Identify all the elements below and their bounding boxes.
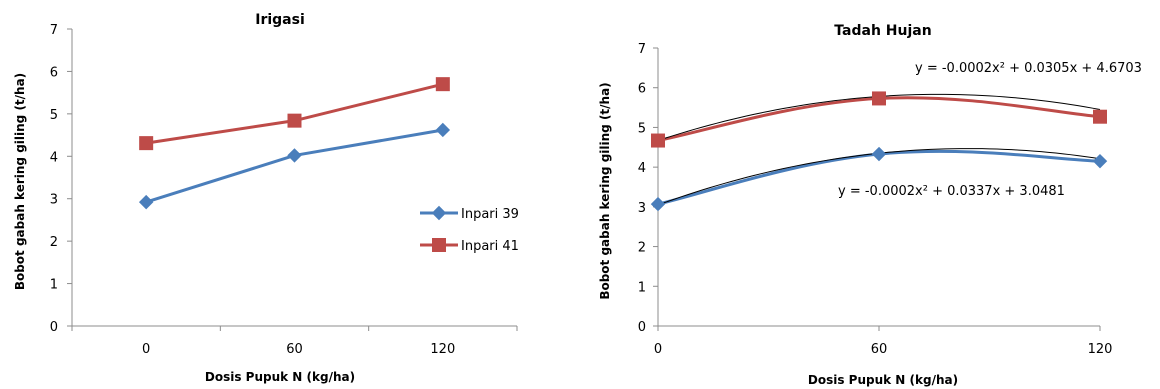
y-tick-label: 1 bbox=[638, 280, 646, 295]
x-tick-label: 120 bbox=[430, 342, 455, 357]
x-axis-title: Dosis Pupuk N (kg/ha) bbox=[205, 370, 355, 384]
y-tick-label: 3 bbox=[638, 201, 646, 216]
legend-marker bbox=[432, 238, 446, 252]
data-point-inpari-41 bbox=[651, 133, 665, 148]
y-tick-label: 6 bbox=[638, 82, 646, 97]
chart-title: Irigasi bbox=[255, 12, 305, 28]
series-line-inpari-41 bbox=[145, 82, 444, 145]
y-tick-label: 0 bbox=[638, 320, 646, 335]
y-axis-title: Bobot gabah kering giling (t/ha) bbox=[598, 82, 612, 299]
legend-label: Inpari 41 bbox=[461, 239, 519, 254]
trendline-equation: y = -0.0002x² + 0.0305x + 4.6703 bbox=[915, 61, 1142, 76]
data-point-inpari-41 bbox=[139, 136, 154, 151]
data-point-inpari-41 bbox=[435, 77, 450, 92]
x-tick-label: 60 bbox=[286, 342, 303, 357]
data-point-inpari-39 bbox=[435, 122, 451, 138]
data-point-inpari-39 bbox=[871, 146, 887, 162]
trendline-equation: y = -0.0002x² + 0.0337x + 3.0481 bbox=[838, 184, 1065, 199]
y-tick-label: 2 bbox=[50, 235, 58, 250]
x-axis-title: Dosis Pupuk N (kg/ha) bbox=[808, 373, 958, 387]
x-tick-label: 60 bbox=[871, 342, 888, 357]
legend-marker bbox=[431, 205, 447, 221]
y-tick-label: 6 bbox=[50, 65, 58, 80]
data-point-inpari-39 bbox=[287, 148, 302, 163]
x-tick-label: 0 bbox=[654, 342, 662, 357]
x-tick-label: 120 bbox=[1088, 342, 1113, 357]
chart-title: Tadah Hujan bbox=[834, 23, 931, 39]
y-tick-label: 0 bbox=[50, 320, 58, 335]
series-line-inpari-39 bbox=[145, 128, 444, 204]
x-tick-label: 0 bbox=[142, 342, 150, 357]
y-axis-title: Bobot gabah kering giling (t/ha) bbox=[13, 73, 27, 290]
data-point-inpari-41 bbox=[287, 113, 302, 128]
y-tick-label: 5 bbox=[638, 121, 646, 136]
data-point-inpari-39 bbox=[138, 194, 154, 210]
y-tick-label: 1 bbox=[50, 278, 58, 293]
data-point-inpari-41 bbox=[872, 91, 886, 106]
data-point-inpari-39 bbox=[650, 196, 666, 212]
legend-label: Inpari 39 bbox=[461, 207, 519, 222]
y-tick-label: 5 bbox=[50, 108, 58, 123]
data-point-inpari-41 bbox=[1093, 109, 1107, 124]
y-tick-label: 7 bbox=[50, 23, 58, 38]
y-tick-label: 2 bbox=[638, 241, 646, 256]
y-tick-label: 4 bbox=[50, 150, 58, 165]
y-tick-label: 3 bbox=[50, 193, 58, 208]
y-tick-label: 4 bbox=[638, 161, 646, 176]
y-tick-label: 7 bbox=[638, 42, 646, 57]
data-point-inpari-39 bbox=[1092, 153, 1108, 169]
